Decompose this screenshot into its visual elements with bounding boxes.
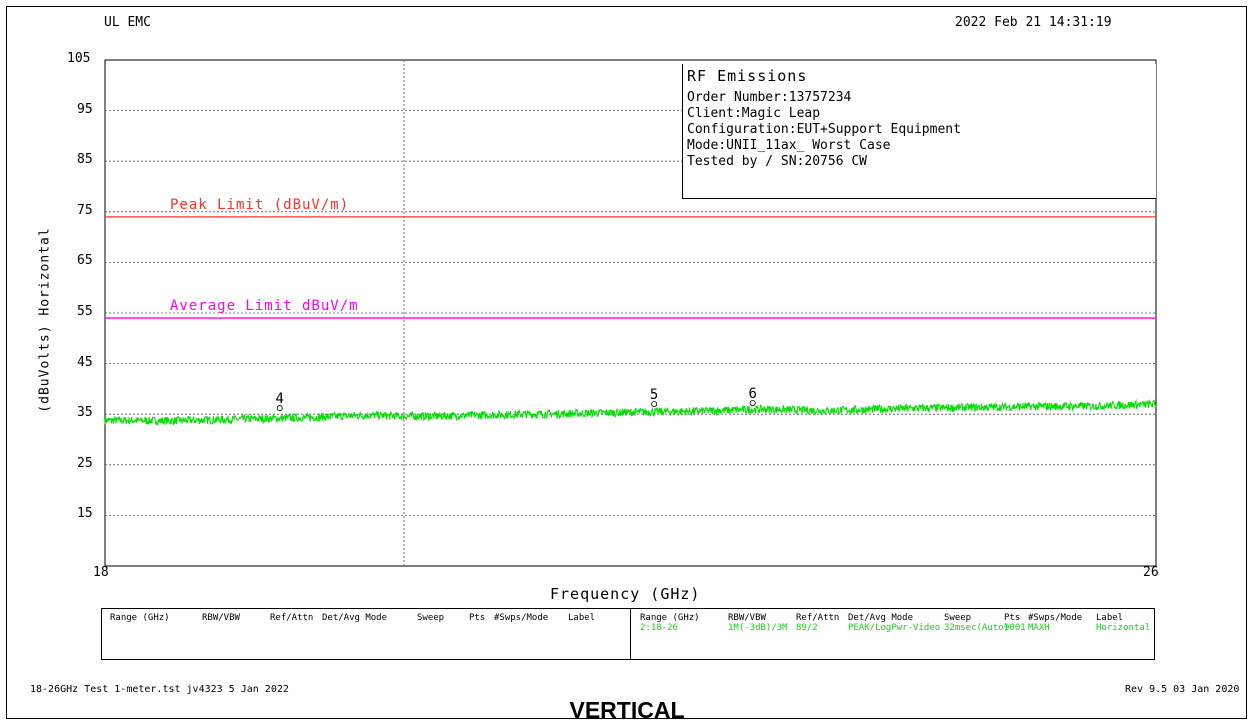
right-header-range: Range (GHz) xyxy=(640,613,700,623)
y-tick-label-105: 105 xyxy=(67,51,91,66)
marker-point-6 xyxy=(749,400,756,407)
marker-label-6: 6 xyxy=(748,386,756,402)
info-client: Client:Magic Leap xyxy=(687,106,821,121)
right-header-det: Det/Avg Mode xyxy=(848,613,914,623)
info-tested-by: Tested by / SN:20756 CW xyxy=(687,154,868,169)
y-tick-label-15: 15 xyxy=(77,506,93,522)
y-tick-label-35: 35 xyxy=(77,405,93,421)
settings-divider xyxy=(630,609,631,659)
footer-revision: Rev 9.5 03 Jan 2020 xyxy=(1125,684,1240,695)
marker-point-5 xyxy=(651,401,658,408)
left-header-swps: #Swps/Mode xyxy=(494,613,549,623)
header-timestamp: 2022 Feb 21 14:31:19 xyxy=(955,15,1112,30)
marker-point-4 xyxy=(276,405,283,412)
info-box: RF Emissions Order Number:13757234 Clien… xyxy=(682,64,1156,199)
right-header-swps: #Swps/Mode xyxy=(1028,613,1083,623)
limit-label-1: Average Limit dBuV/m xyxy=(170,298,359,314)
x-tick-label-start: 18 xyxy=(93,565,109,580)
left-header-rbw: RBW/VBW xyxy=(202,613,240,623)
y-tick-label-25: 25 xyxy=(77,455,93,471)
y-tick-label-95: 95 xyxy=(77,101,93,117)
left-header-label: Label xyxy=(568,613,596,623)
y-tick-label-45: 45 xyxy=(77,354,93,370)
emissions-trace xyxy=(104,399,1157,426)
limit-label-0: Peak Limit (dBuV/m) xyxy=(170,197,349,213)
value-range: 2:18-26 xyxy=(640,623,678,633)
info-mode: Mode:UNII_11ax_ Worst Case xyxy=(687,138,891,153)
y-tick-label-65: 65 xyxy=(77,253,93,269)
left-header-range: Range (GHz) xyxy=(110,613,170,623)
value-rbw: 1M(-3dB)/3M xyxy=(728,623,788,633)
y-tick-label-55: 55 xyxy=(77,304,93,319)
footer-test-file: 18-26GHz Test 1-meter.tst jv4323 5 Jan 2… xyxy=(30,684,289,695)
x-axis-title: Frequency (GHz) xyxy=(550,585,701,603)
left-header-det: Det/Avg Mode xyxy=(322,613,388,623)
marker-label-4: 4 xyxy=(276,391,284,407)
value-ref: 89/2 xyxy=(796,623,818,633)
value-pts: 9001 xyxy=(1004,623,1026,633)
y-tick-label-85: 85 xyxy=(77,152,93,168)
right-header-sweep: Sweep xyxy=(944,613,972,623)
value-det: PEAK/LogPwr-Video xyxy=(848,623,941,633)
y-axis-title: (dBuVolts) Horizontal xyxy=(37,227,53,413)
y-tick-label-75: 75 xyxy=(77,202,93,218)
x-tick-label-end: 26 xyxy=(1143,565,1159,580)
value-label: Horizontal xyxy=(1096,623,1151,633)
outer-frame xyxy=(6,6,1247,719)
left-header-pts: Pts xyxy=(469,613,486,623)
right-header-pts: Pts xyxy=(1004,613,1021,623)
marker-label-5: 5 xyxy=(650,387,658,403)
right-header-ref: Ref/Attn xyxy=(796,613,840,623)
right-header-rbw: RBW/VBW xyxy=(728,613,766,623)
info-box-title: RF Emissions xyxy=(687,67,808,85)
header-lab-name: UL EMC xyxy=(104,15,151,30)
value-swps: MAXH xyxy=(1028,623,1050,633)
info-order-number: Order Number:13757234 xyxy=(687,90,852,105)
right-header-label: Label xyxy=(1096,613,1124,623)
info-configuration: Configuration:EUT+Support Equipment xyxy=(687,122,961,137)
polarization-caption: VERTICAL xyxy=(569,697,685,723)
value-sweep: 32msec(Auto) xyxy=(944,623,1010,633)
analyzer-settings-table: Range (GHz) RBW/VBW Ref/Attn Det/Avg Mod… xyxy=(101,608,1155,660)
left-header-ref: Ref/Attn xyxy=(270,613,314,623)
left-header-sweep: Sweep xyxy=(417,613,445,623)
